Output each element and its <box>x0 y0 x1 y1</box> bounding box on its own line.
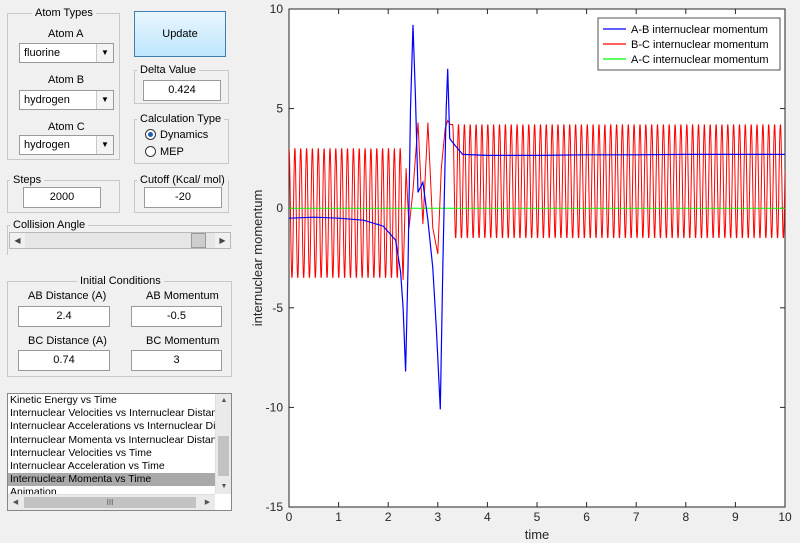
chevron-down-icon[interactable]: ▼ <box>96 136 113 154</box>
plot-type-item[interactable]: Internuclear Velocities vs Internuclear … <box>10 407 216 420</box>
atom-types-panel: Atom Types Atom A fluorine ▼ Atom B hydr… <box>7 7 120 160</box>
y-tick-label: -5 <box>272 301 283 315</box>
mep-radio[interactable]: MEP <box>145 146 184 158</box>
plot-type-items: Kinetic Energy vs Time Internuclear Veloc… <box>8 394 231 500</box>
radio-unselected-icon <box>145 146 156 157</box>
x-tick-label: 2 <box>385 510 392 524</box>
chevron-down-icon[interactable]: ▼ <box>220 483 228 490</box>
plot-type-item[interactable]: Internuclear Momenta vs Time <box>8 473 216 487</box>
calc-type-panel: Calculation Type Dynamics MEP <box>134 113 229 164</box>
delta-title: Delta Value <box>137 64 200 76</box>
x-tick-label: 1 <box>335 510 342 524</box>
steps-panel: Steps 2000 <box>7 174 120 213</box>
atom-b-label: Atom B <box>48 74 85 86</box>
legend-label: A-B internuclear momentum <box>631 24 768 36</box>
atom-b-value: hydrogen <box>24 94 70 106</box>
horizontal-scrollbar[interactable]: ◀ III ▶ <box>8 494 215 510</box>
y-tick-label: 10 <box>270 2 284 16</box>
mep-label: MEP <box>160 146 184 158</box>
x-tick-label: 9 <box>732 510 739 524</box>
plot-type-item[interactable]: Internuclear Velocities vs Time <box>10 446 152 459</box>
y-tick-label: -10 <box>266 400 284 414</box>
ab-momentum-input[interactable]: -0.5 <box>131 306 222 327</box>
y-tick-label: 5 <box>276 102 283 116</box>
initial-conditions-title: Initial Conditions <box>77 275 164 287</box>
dynamics-label: Dynamics <box>160 129 209 141</box>
x-tick-label: 0 <box>286 510 293 524</box>
delta-panel: Delta Value 0.424 <box>134 64 229 104</box>
legend-box <box>597 17 781 71</box>
cutoff-input[interactable]: -20 <box>144 187 222 208</box>
bc-distance-input[interactable]: 0.74 <box>18 350 110 371</box>
ab-distance-label: AB Distance (A) <box>28 290 107 302</box>
x-tick-label: 10 <box>778 510 792 524</box>
ab-distance-input[interactable]: 2.4 <box>18 306 110 327</box>
atom-a-label: Atom A <box>48 28 84 40</box>
x-tick-label: 3 <box>434 510 441 524</box>
atom-a-select[interactable]: fluorine ▼ <box>19 43 114 63</box>
radio-selected-icon <box>145 129 156 140</box>
y-tick-label: -15 <box>266 500 284 514</box>
ab-momentum-label: AB Momentum <box>146 290 219 302</box>
bc-momentum-input[interactable]: 3 <box>131 350 222 371</box>
atom-c-value: hydrogen <box>24 139 70 151</box>
scrollbar-thumb[interactable] <box>218 436 229 476</box>
update-button[interactable]: Update <box>134 11 226 57</box>
plot-type-item[interactable]: Internuclear Momenta vs Internuclear Dis… <box>10 433 216 446</box>
atom-types-title: Atom Types <box>32 7 96 19</box>
legend-label: A-C internuclear momentum <box>631 54 769 66</box>
collision-angle-slider[interactable]: ◀ ▶ <box>9 232 231 249</box>
steps-input[interactable]: 2000 <box>23 187 101 208</box>
cutoff-panel: Cutoff (Kcal/ mol) -20 <box>134 174 229 213</box>
chevron-right-icon[interactable]: ▶ <box>204 499 211 506</box>
collision-title: Collision Angle <box>10 219 89 231</box>
y-axis-label: internuclear momentum <box>250 190 265 327</box>
atom-a-value: fluorine <box>24 47 61 59</box>
plot-area <box>288 8 786 508</box>
x-tick-label: 4 <box>484 510 491 524</box>
series-line-bc <box>289 119 785 280</box>
initial-conditions-panel: Initial Conditions AB Distance (A) AB Mo… <box>7 275 232 377</box>
chevron-down-icon[interactable]: ▼ <box>96 44 113 62</box>
vertical-scrollbar[interactable]: ▲ ▼ <box>215 394 231 494</box>
steps-title: Steps <box>10 174 45 186</box>
x-axis-label: time <box>525 527 550 542</box>
x-tick-label: 5 <box>534 510 541 524</box>
chart-legend: A-B internuclear momentum B-C internuclea… <box>597 17 781 71</box>
x-tick-label: 7 <box>633 510 640 524</box>
plot-type-listbox[interactable]: Kinetic Energy vs Time Internuclear Veloc… <box>7 393 232 511</box>
x-tick-label: 6 <box>583 510 590 524</box>
chevron-left-icon[interactable]: ◀ <box>12 499 19 506</box>
atom-b-select[interactable]: hydrogen ▼ <box>19 90 114 110</box>
y-tick-label: 0 <box>276 201 283 215</box>
x-tick-label: 8 <box>682 510 689 524</box>
plot-type-item[interactable]: Internuclear Acceleration vs Time <box>10 459 165 472</box>
bc-distance-label: BC Distance (A) <box>28 335 107 347</box>
scrollbar-thumb[interactable]: III <box>24 497 196 508</box>
legend-label: B-C internuclear momentum <box>631 39 769 51</box>
plot-type-item[interactable]: Internuclear Accelerations vs Internucle… <box>10 420 216 433</box>
axis-ticks: 0 1 2 3 4 5 6 7 8 9 10 -15 -10 -5 0 5 10 <box>266 2 792 524</box>
calc-type-title: Calculation Type <box>137 113 225 125</box>
atom-c-label: Atom C <box>48 121 85 133</box>
cutoff-title: Cutoff (Kcal/ mol) <box>137 174 228 186</box>
plot-type-item[interactable]: Kinetic Energy vs Time <box>10 394 117 406</box>
chevron-right-icon[interactable]: ▶ <box>215 233 230 248</box>
slider-thumb[interactable] <box>191 233 207 248</box>
chevron-up-icon[interactable]: ▲ <box>220 397 228 404</box>
atom-c-select[interactable]: hydrogen ▼ <box>19 135 114 155</box>
dynamics-radio[interactable]: Dynamics <box>145 129 208 141</box>
bc-momentum-label: BC Momentum <box>146 335 220 347</box>
delta-input[interactable]: 0.424 <box>143 80 221 101</box>
chevron-down-icon[interactable]: ▼ <box>96 91 113 109</box>
chevron-left-icon[interactable]: ◀ <box>10 233 25 248</box>
series-line-ab <box>289 24 785 410</box>
series-lines <box>289 24 785 410</box>
